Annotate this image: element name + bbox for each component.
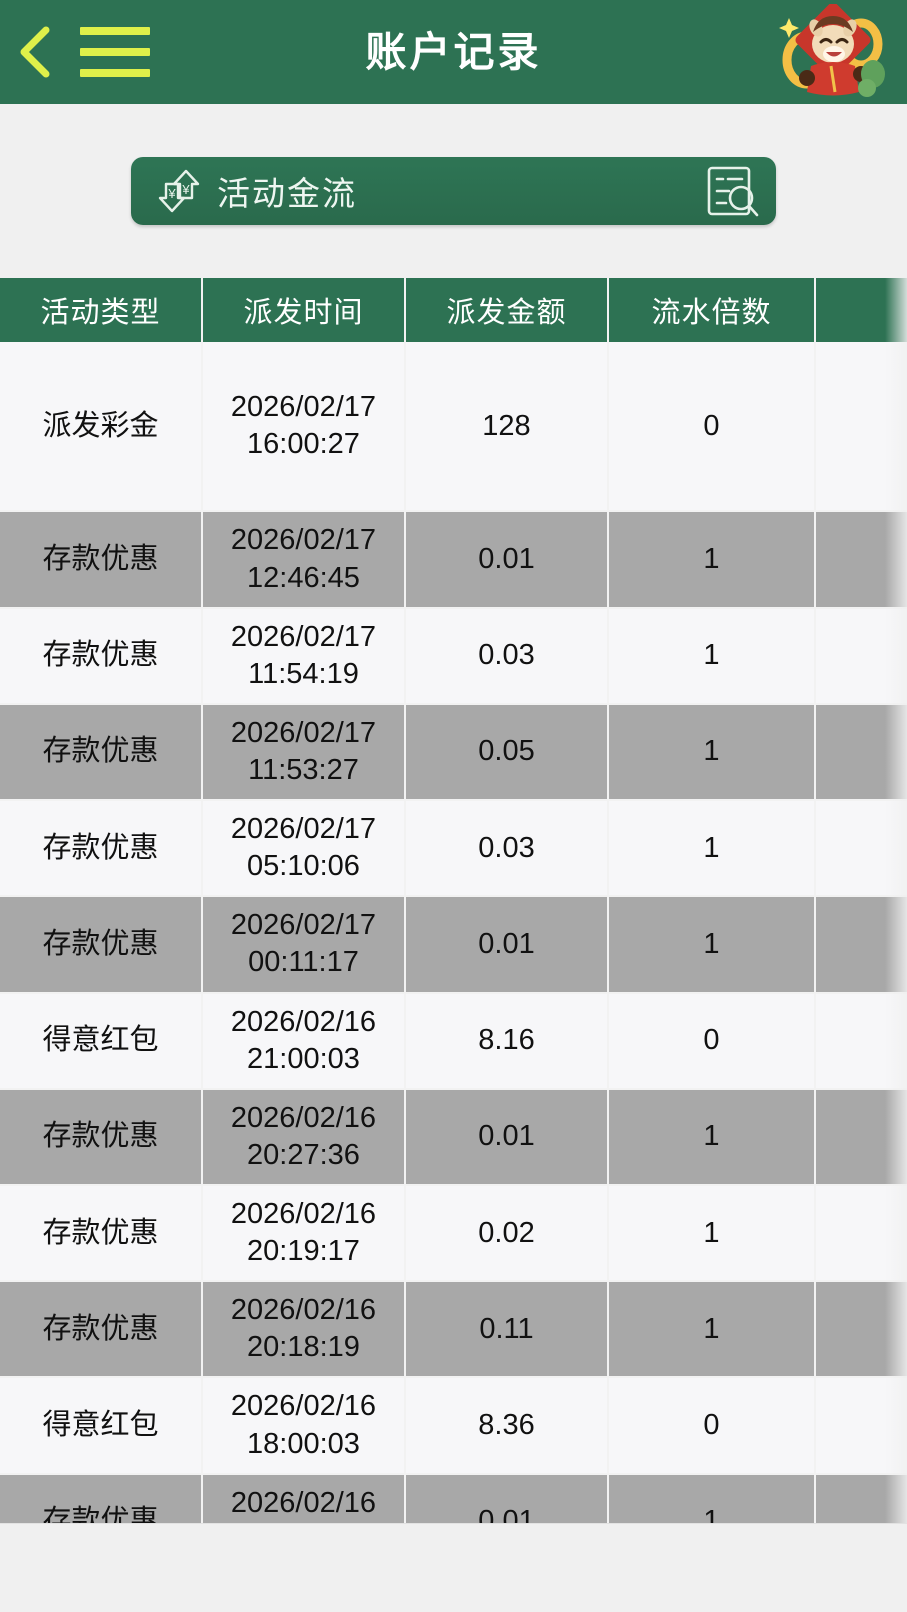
cell-remark: 春节	[815, 1377, 907, 1475]
hamburger-menu-icon	[80, 27, 150, 35]
cell-remark: 交易 217	[815, 511, 907, 609]
cell-rollover: 1	[608, 511, 816, 609]
cell-dispatch-amount: 0.01	[405, 896, 609, 994]
cell-remark: 交易 216	[815, 1088, 907, 1186]
cell-dispatch-amount: 8.16	[405, 992, 609, 1090]
cell-remark: 交易 217	[815, 703, 907, 802]
cell-remark: 交易 216	[815, 1184, 907, 1283]
table-row[interactable]: 存款优惠 2026/02/17 12:46:45 0.01 1 交易 217	[0, 511, 907, 609]
cell-activity-type: 得意红包	[0, 992, 203, 1090]
app-bar: 账户记录	[0, 0, 907, 104]
hamburger-menu-icon-bar3	[80, 69, 150, 77]
table-body: 派发彩金 2026/02/17 16:00:27 128 0 派发 00, 33…	[0, 342, 907, 1612]
cell-activity-type: 存款优惠	[0, 896, 203, 994]
svg-text:¥: ¥	[181, 182, 190, 197]
table-row[interactable]: 存款优惠 2026/02/17 11:54:19 0.03 1 交易 217	[0, 607, 907, 705]
cell-rollover: 1	[608, 1184, 816, 1283]
cash-flow-arrows-icon: ¥ ¥	[153, 165, 205, 217]
cell-remark: 交易 217	[815, 607, 907, 705]
cell-rollover: 0	[608, 992, 816, 1090]
cell-dispatch-amount: 0.02	[405, 1184, 609, 1283]
cell-dispatch-time: 2026/02/17 12:46:45	[202, 511, 406, 609]
cell-dispatch-time: 2026/02/16 21:00:03	[202, 992, 406, 1090]
activity-cashflow-filter[interactable]: ¥ ¥ 活动金流	[131, 157, 776, 225]
hamburger-menu-button[interactable]	[72, 0, 158, 104]
cell-activity-type: 存款优惠	[0, 1184, 203, 1283]
cell-activity-type: 存款优惠	[0, 607, 203, 705]
table-row[interactable]: 得意红包 2026/02/16 18:00:03 8.36 0 春节	[0, 1377, 907, 1475]
column-header-dispatch-time[interactable]: 派发时间	[202, 278, 406, 342]
cell-dispatch-amount: 0.05	[405, 703, 609, 802]
cell-dispatch-amount: 0.01	[405, 511, 609, 609]
table-row[interactable]: 得意红包 2026/02/16 21:00:03 8.16 0 春节	[0, 992, 907, 1090]
column-header-rollover-multiplier[interactable]: 流水倍数	[608, 278, 816, 342]
cell-activity-type: 存款优惠	[0, 1281, 203, 1379]
cell-remark: 春节	[815, 992, 907, 1090]
cell-activity-type: 存款优惠	[0, 800, 203, 898]
cell-remark: 派发 00, 33 夕	[815, 342, 907, 513]
cell-dispatch-amount: 0.01	[405, 1088, 609, 1186]
cell-dispatch-amount: 0.03	[405, 800, 609, 898]
cell-dispatch-time: 2026/02/17 11:54:19	[202, 607, 406, 705]
svg-text:¥: ¥	[167, 186, 176, 201]
cell-dispatch-time: 2026/02/16 20:18:19	[202, 1281, 406, 1379]
cell-rollover: 1	[608, 1088, 816, 1186]
filter-section: ¥ ¥ 活动金流	[0, 104, 907, 225]
cell-dispatch-amount: 0.03	[405, 607, 609, 705]
cell-dispatch-time: 2026/02/17 00:11:17	[202, 896, 406, 994]
chevron-left-icon	[16, 24, 56, 80]
cell-dispatch-time: 2026/02/17 11:53:27	[202, 703, 406, 802]
cell-dispatch-time: 2026/02/17 16:00:27	[202, 342, 406, 513]
table-row[interactable]: 存款优惠 2026/02/16 20:27:36 0.01 1 交易 216	[0, 1088, 907, 1186]
cell-dispatch-amount: 128	[405, 342, 609, 513]
column-header-remark[interactable]	[815, 278, 907, 342]
hamburger-menu-icon-bar2	[80, 48, 150, 56]
table-row[interactable]: 存款优惠 2026/02/17 00:11:17 0.01 1 交易 217	[0, 896, 907, 994]
cell-rollover: 0	[608, 1377, 816, 1475]
cell-activity-type: 得意红包	[0, 1377, 203, 1475]
table-header: 活动类型 派发时间 派发金额 流水倍数	[0, 278, 907, 342]
table-row[interactable]: 存款优惠 2026/02/16 20:18:19 0.11 1 交易 216	[0, 1281, 907, 1379]
cell-rollover: 1	[608, 703, 816, 802]
column-header-dispatch-amount[interactable]: 派发金额	[405, 278, 609, 342]
cell-dispatch-amount: 8.36	[405, 1377, 609, 1475]
cell-rollover: 1	[608, 607, 816, 705]
cell-remark: 交易 217	[815, 800, 907, 898]
cell-activity-type: 存款优惠	[0, 703, 203, 802]
cell-activity-type: 存款优惠	[0, 1088, 203, 1186]
table-header-row: 活动类型 派发时间 派发金额 流水倍数	[0, 278, 907, 342]
cell-dispatch-amount: 0.11	[405, 1281, 609, 1379]
cell-dispatch-time: 2026/02/16 18:00:03	[202, 1377, 406, 1475]
cell-rollover: 1	[608, 896, 816, 994]
account-records-table: 活动类型 派发时间 派发金额 流水倍数 派发彩金 2026/02/17 16:0…	[0, 278, 907, 1612]
cell-rollover: 1	[608, 1281, 816, 1379]
cell-activity-type: 存款优惠	[0, 511, 203, 609]
new-year-horse-mascot-icon	[773, 2, 893, 100]
table-row[interactable]: 存款优惠 2026/02/17 11:53:27 0.05 1 交易 217	[0, 703, 907, 802]
cell-rollover: 0	[608, 342, 816, 513]
table-row[interactable]: 存款优惠 2026/02/17 05:10:06 0.03 1 交易 217	[0, 800, 907, 898]
back-button[interactable]	[0, 0, 72, 104]
cell-dispatch-time: 2026/02/16 20:27:36	[202, 1088, 406, 1186]
cell-remark: 交易 216	[815, 1281, 907, 1379]
cell-dispatch-time: 2026/02/16 20:19:17	[202, 1184, 406, 1283]
table-bottom-padding	[0, 1523, 907, 1612]
filter-label: 活动金流	[217, 175, 357, 212]
cell-rollover: 1	[608, 800, 816, 898]
column-header-activity-type[interactable]: 活动类型	[0, 278, 203, 342]
table-row[interactable]: 派发彩金 2026/02/17 16:00:27 128 0 派发 00, 33…	[0, 342, 907, 513]
cell-activity-type: 派发彩金	[0, 342, 203, 513]
cell-dispatch-time: 2026/02/17 05:10:06	[202, 800, 406, 898]
cell-remark: 交易 217	[815, 896, 907, 994]
records-table-container[interactable]: 活动类型 派发时间 派发金额 流水倍数 派发彩金 2026/02/17 16:0…	[0, 278, 907, 1612]
table-row[interactable]: 存款优惠 2026/02/16 20:19:17 0.02 1 交易 216	[0, 1184, 907, 1283]
document-search-icon[interactable]	[704, 162, 760, 220]
